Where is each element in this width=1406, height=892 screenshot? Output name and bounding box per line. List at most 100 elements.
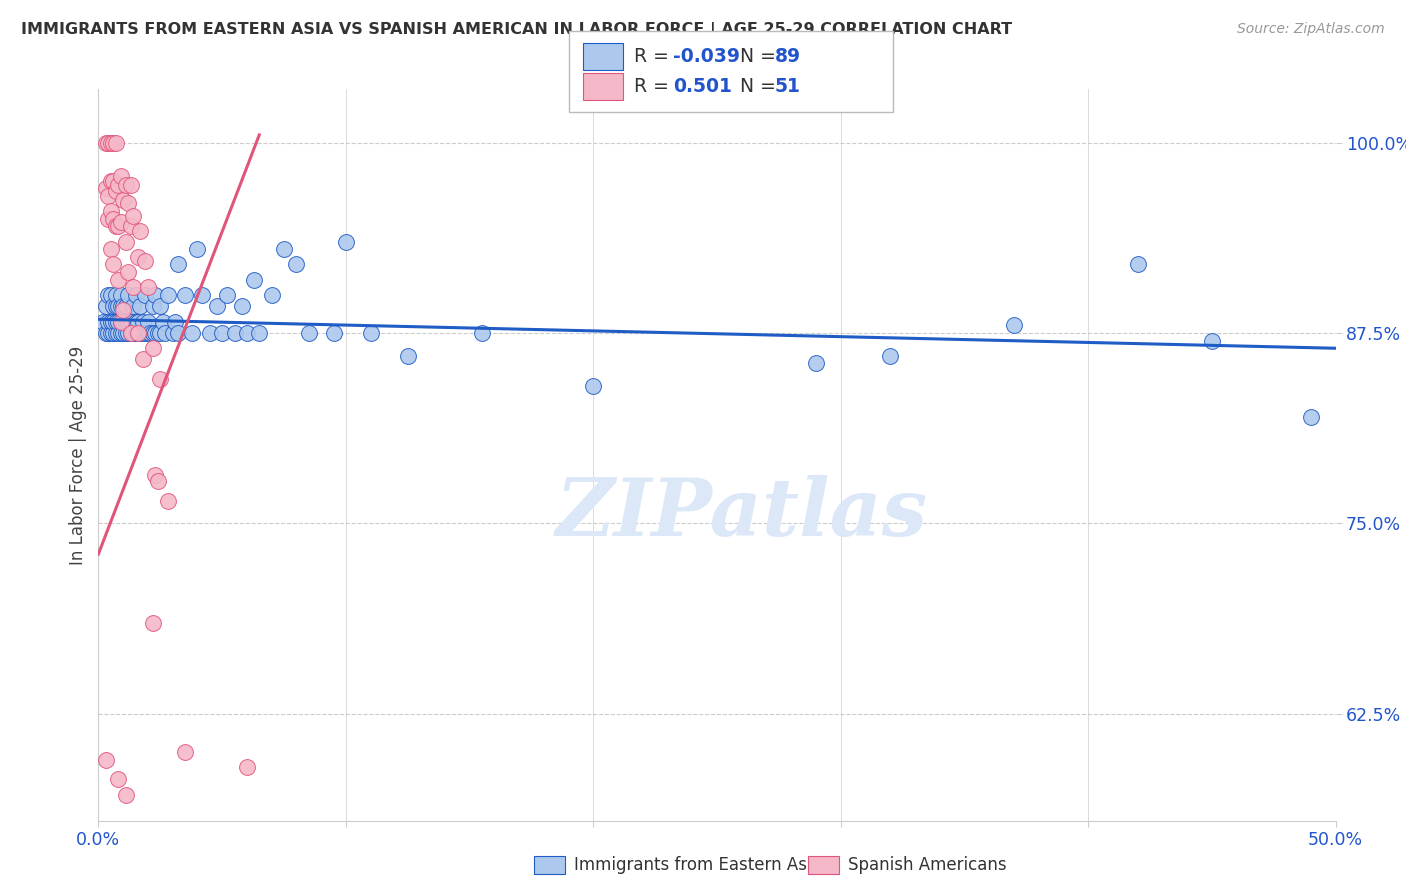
Point bbox=[322, 326, 344, 340]
Point bbox=[136, 280, 159, 294]
Point bbox=[231, 299, 253, 313]
Point bbox=[129, 224, 152, 238]
Point bbox=[1002, 318, 1025, 333]
Point bbox=[804, 356, 827, 371]
Point bbox=[104, 299, 127, 313]
Point bbox=[97, 189, 120, 203]
Point bbox=[104, 326, 127, 340]
Point bbox=[127, 326, 149, 340]
Point bbox=[129, 326, 152, 340]
Point bbox=[236, 326, 259, 340]
Point bbox=[142, 615, 165, 630]
Point bbox=[132, 315, 155, 329]
Point bbox=[165, 315, 187, 329]
Point bbox=[124, 288, 146, 302]
Point bbox=[100, 326, 122, 340]
Point bbox=[120, 219, 142, 234]
Point bbox=[120, 315, 142, 329]
Point bbox=[143, 288, 166, 302]
Point bbox=[243, 273, 266, 287]
Point bbox=[142, 299, 165, 313]
Point bbox=[103, 315, 125, 329]
Point bbox=[93, 315, 115, 329]
Point bbox=[100, 288, 122, 302]
Point bbox=[136, 326, 159, 340]
Point bbox=[117, 265, 139, 279]
Y-axis label: In Labor Force | Age 25-29: In Labor Force | Age 25-29 bbox=[69, 345, 87, 565]
Point bbox=[152, 315, 174, 329]
Point bbox=[1201, 334, 1223, 348]
Point bbox=[103, 326, 125, 340]
Point bbox=[117, 326, 139, 340]
Text: 51: 51 bbox=[775, 77, 800, 96]
Point bbox=[112, 326, 135, 340]
Point bbox=[103, 211, 125, 226]
Point bbox=[117, 196, 139, 211]
Point bbox=[103, 299, 125, 313]
Point bbox=[127, 250, 149, 264]
Point bbox=[110, 299, 132, 313]
Point bbox=[122, 326, 145, 340]
Point bbox=[127, 315, 149, 329]
Point bbox=[110, 315, 132, 329]
Point bbox=[114, 326, 136, 340]
Point bbox=[97, 315, 120, 329]
Point bbox=[107, 299, 129, 313]
Point bbox=[103, 173, 125, 187]
Point bbox=[198, 326, 221, 340]
Point bbox=[174, 288, 197, 302]
Point bbox=[224, 326, 246, 340]
Point bbox=[136, 315, 159, 329]
Point bbox=[146, 326, 169, 340]
Point bbox=[100, 136, 122, 150]
Point bbox=[107, 273, 129, 287]
Point bbox=[273, 242, 295, 256]
Point bbox=[143, 326, 166, 340]
Point bbox=[114, 788, 136, 802]
Point bbox=[120, 178, 142, 193]
Point bbox=[298, 326, 321, 340]
Point bbox=[107, 326, 129, 340]
Text: -0.039: -0.039 bbox=[673, 46, 741, 66]
Point bbox=[112, 194, 135, 208]
Text: R =: R = bbox=[634, 77, 675, 96]
Point bbox=[166, 257, 188, 271]
Point bbox=[142, 341, 165, 355]
Point bbox=[107, 219, 129, 234]
Point bbox=[146, 474, 169, 488]
Point bbox=[97, 136, 120, 150]
Point bbox=[360, 326, 382, 340]
Text: 0.501: 0.501 bbox=[673, 77, 733, 96]
Point bbox=[107, 178, 129, 193]
Point bbox=[122, 209, 145, 223]
Point bbox=[134, 288, 156, 302]
Point bbox=[191, 288, 214, 302]
Point bbox=[117, 315, 139, 329]
Point bbox=[155, 326, 177, 340]
Point bbox=[285, 257, 308, 271]
Point bbox=[110, 288, 132, 302]
Point bbox=[162, 326, 184, 340]
Point bbox=[104, 184, 127, 198]
Text: 89: 89 bbox=[775, 46, 801, 66]
Point bbox=[100, 204, 122, 219]
Point bbox=[114, 299, 136, 313]
Point bbox=[211, 326, 233, 340]
Point bbox=[181, 326, 204, 340]
Text: Immigrants from Eastern Asia: Immigrants from Eastern Asia bbox=[574, 856, 821, 874]
Point bbox=[335, 235, 357, 249]
Point bbox=[134, 326, 156, 340]
Point bbox=[143, 467, 166, 482]
Text: Source: ZipAtlas.com: Source: ZipAtlas.com bbox=[1237, 22, 1385, 37]
Point bbox=[107, 772, 129, 787]
Point bbox=[129, 299, 152, 313]
Point bbox=[100, 315, 122, 329]
Point bbox=[132, 351, 155, 366]
Point bbox=[149, 299, 172, 313]
Point bbox=[879, 349, 901, 363]
Point bbox=[97, 326, 120, 340]
Point bbox=[166, 326, 188, 340]
Point bbox=[186, 242, 208, 256]
Point bbox=[94, 181, 117, 195]
Point bbox=[114, 178, 136, 193]
